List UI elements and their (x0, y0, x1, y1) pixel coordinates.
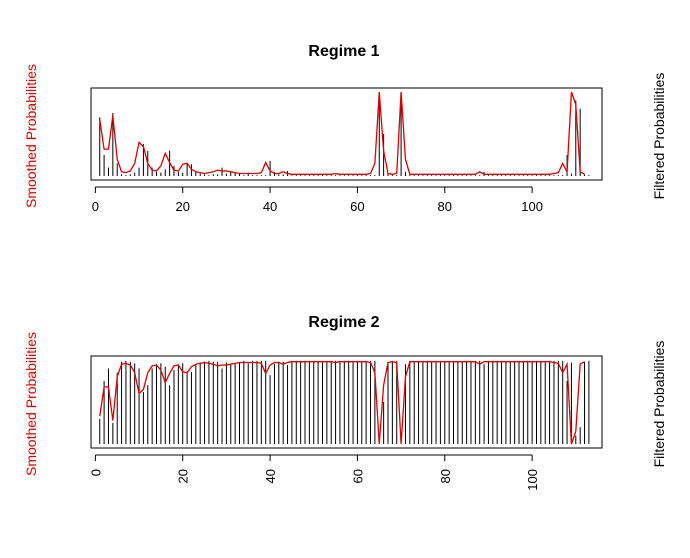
panel-2-smoothed-line (99, 361, 585, 445)
panel-regime-1: Regime 1 Smoothed Probabilities Filtered… (23, 43, 667, 214)
panel-1-right-ylabel: Filtered Probabilities (651, 73, 667, 200)
x-tick-label: 20 (176, 469, 191, 483)
x-tick-label: 40 (263, 199, 277, 214)
x-tick-label: 60 (350, 469, 365, 483)
x-tick-label: 100 (521, 199, 543, 214)
x-tick-label: 60 (350, 199, 364, 214)
panel-2-x-axis: 0 20 40 60 80 100 (88, 454, 540, 491)
panel-1-smoothed-line (99, 91, 585, 175)
panel-1-left-ylabel: Smoothed Probabilities (23, 64, 39, 208)
panel-1-x-axis: 0 20 40 60 80 100 (92, 186, 543, 214)
panel-1-plot-frame (90, 87, 603, 181)
x-tick-label: 80 (438, 469, 453, 483)
x-tick-label: 20 (175, 199, 189, 214)
panel-2-left-ylabel: Smoothed Probabilities (23, 332, 39, 476)
panel-2-filtered-bars (99, 360, 590, 444)
panel-2-plot-frame (90, 355, 603, 449)
panel-1-title: Regime 1 (308, 43, 379, 60)
x-tick-label: 100 (525, 469, 540, 491)
x-tick-label: 40 (263, 469, 278, 483)
x-tick-label: 0 (88, 469, 103, 476)
panel-regime-2: Regime 2 Smoothed Probabilities Filtered… (23, 314, 667, 491)
panel-2-right-ylabel: Filtered Probabilities (651, 341, 667, 468)
x-tick-label: 0 (92, 199, 99, 214)
x-tick-label: 80 (438, 199, 452, 214)
panel-2-title: Regime 2 (308, 314, 379, 331)
panel-1-filtered-bars (99, 92, 590, 176)
